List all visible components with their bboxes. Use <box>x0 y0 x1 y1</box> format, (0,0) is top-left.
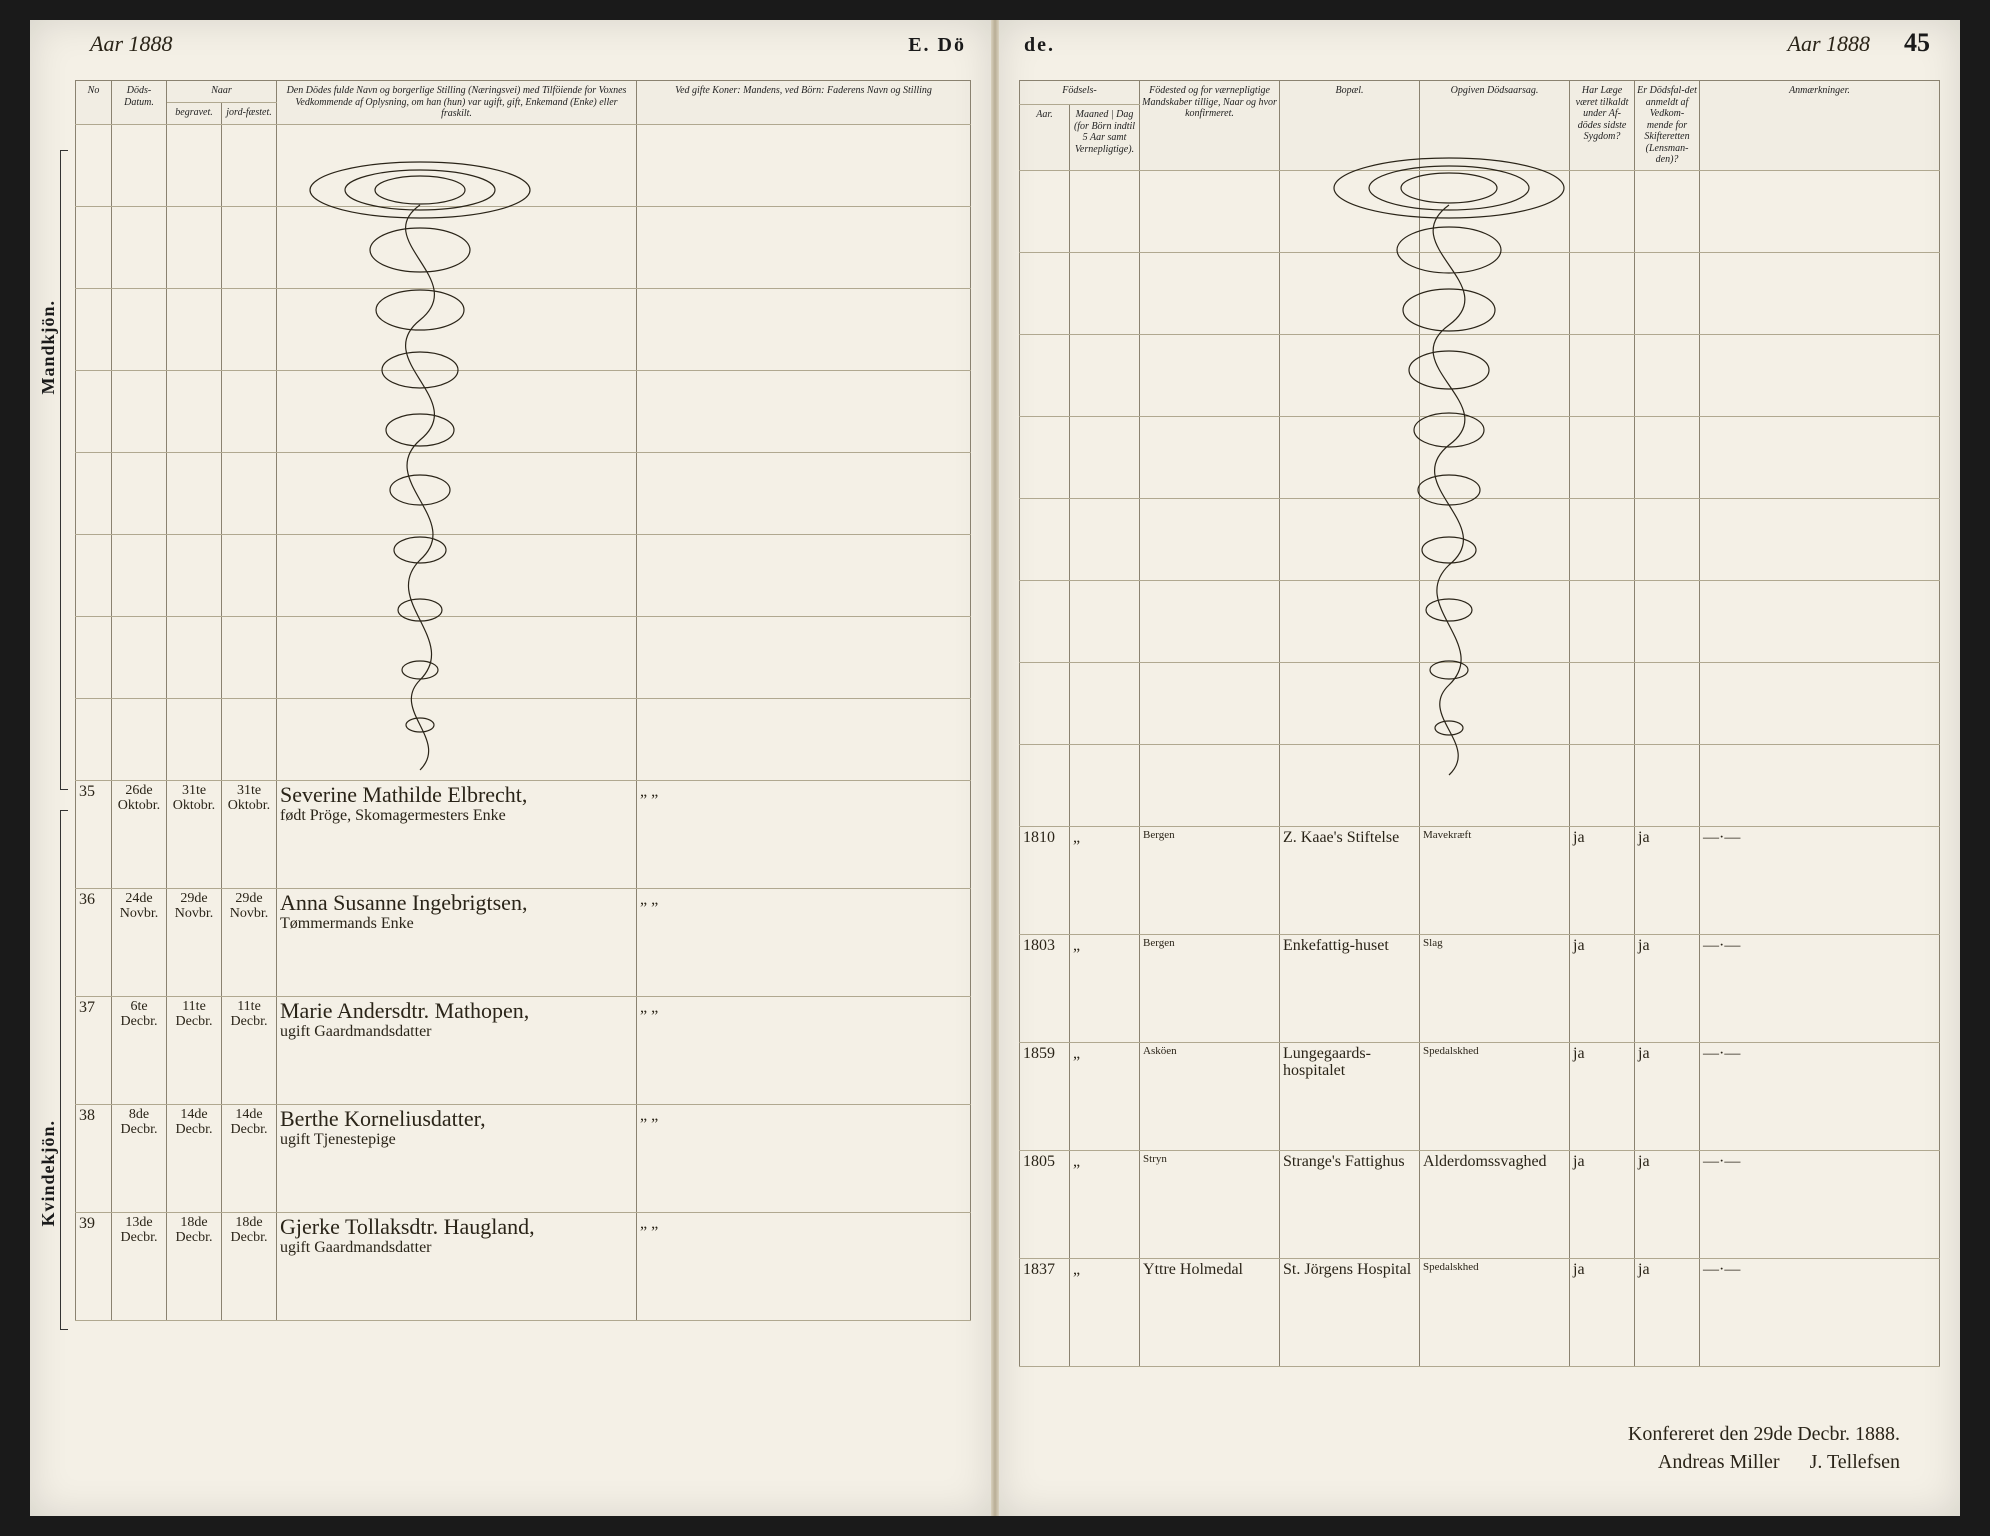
col-laege: Har Læge været tilkaldt under Af-dödes s… <box>1570 81 1635 171</box>
table-row: 1805 „ Stryn Strange's Fattighus Alderdo… <box>1020 1150 1940 1258</box>
col-anmeldt: Er Dödsfal-det anmeldt af Vedkom-mende f… <box>1635 81 1700 171</box>
ledger-book: Aar 1888 E. Dö Mandkjön. Kvindekjön. No … <box>30 20 1960 1516</box>
col-dodsaarsag: Opgiven Dödsaarsag. <box>1420 81 1570 171</box>
table-row: 1803 „ Bergen Enkefattig-huset Slag ja j… <box>1020 934 1940 1042</box>
confereret-note: Konfereret den 29de Decbr. 1888. Andreas… <box>1628 1420 1900 1476</box>
col-navn: Den Dödes fulde Navn og borgerlige Still… <box>277 81 637 125</box>
year-heading-left: Aar 1888 <box>90 32 173 56</box>
col-begravet: begravet. <box>167 102 222 124</box>
tbody-left: 35 26de Oktobr. 31te Oktobr. 31te Oktobr… <box>76 124 971 1320</box>
col-fodsels-group: Födsels- <box>1020 81 1140 105</box>
signature-1: Andreas Miller <box>1658 1451 1780 1473</box>
book-spine <box>991 20 999 1516</box>
col-maaned-dag: Maaned | Dag (for Börn indtil 5 Aar samt… <box>1070 105 1140 170</box>
page-number: 45 <box>1904 28 1930 58</box>
vertical-label-kvindekjon: Kvindekjön. <box>38 1120 59 1227</box>
col-fodselsaar: Aar. <box>1020 105 1070 170</box>
tbody-right: 1810 „ Bergen Z. Kaae's Stiftelse Mavekr… <box>1020 170 1940 1366</box>
year-heading-right: Aar 1888 <box>1788 32 1871 56</box>
section-heading-right: de. <box>1024 34 1055 57</box>
brace-kvindekjon <box>60 810 68 1330</box>
col-no: No <box>76 81 112 125</box>
section-heading-left: E. Dö <box>908 34 966 57</box>
left-page: Aar 1888 E. Dö Mandkjön. Kvindekjön. No … <box>30 20 991 1516</box>
right-page: de. Aar 1888 45 Födsels- Födested og for… <box>999 20 1960 1516</box>
table-row: 35 26de Oktobr. 31te Oktobr. 31te Oktobr… <box>76 780 971 888</box>
table-row: 1810 „ Bergen Z. Kaae's Stiftelse Mavekr… <box>1020 826 1940 934</box>
col-anmaerkninger: Anmærkninger. <box>1700 81 1940 171</box>
vertical-label-mandkjon: Mandkjön. <box>38 300 59 395</box>
col-bopael: Bopæl. <box>1280 81 1420 171</box>
brace-mandkjon <box>60 150 68 790</box>
col-jordfaestet: jord-fæstet. <box>222 102 277 124</box>
col-naar-group: Naar <box>167 81 277 103</box>
table-row: 37 6te Decbr. 11te Decbr. 11te Decbr. Ma… <box>76 996 971 1104</box>
col-gift: Ved gifte Koner: Mandens, ved Börn: Fade… <box>637 81 971 125</box>
col-dodsdatum: Döds-Datum. <box>112 81 167 125</box>
table-row: 38 8de Decbr. 14de Decbr. 14de Decbr. Be… <box>76 1104 971 1212</box>
col-fodested: Födested og for værnepligtige Mandskaber… <box>1140 81 1280 171</box>
ledger-table-left: No Döds-Datum. Naar Den Dödes fulde Navn… <box>75 80 971 1321</box>
signature-2: J. Tellefsen <box>1810 1451 1900 1473</box>
ledger-table-right: Födsels- Födested og for værnepligtige M… <box>1019 80 1940 1367</box>
confereret-line: Konfereret den 29de Decbr. 1888. <box>1628 1420 1900 1448</box>
table-row: 36 24de Novbr. 29de Novbr. 29de Novbr. A… <box>76 888 971 996</box>
table-row: 1859 „ Asköen Lungegaards-hospitalet Spe… <box>1020 1042 1940 1150</box>
table-row: 39 13de Decbr. 18de Decbr. 18de Decbr. G… <box>76 1212 971 1320</box>
table-row: 1837 „ Yttre Holmedal St. Jörgens Hospit… <box>1020 1258 1940 1366</box>
